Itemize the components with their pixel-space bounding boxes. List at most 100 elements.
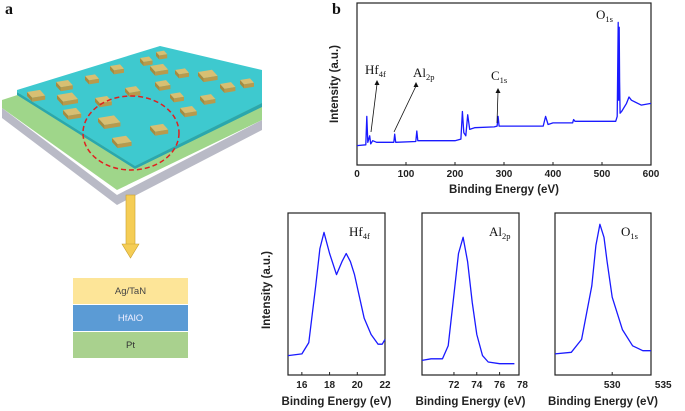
x-axis-label: Binding Energy (eV) [282, 396, 392, 408]
plot-frame [287, 212, 386, 376]
x-axis-label: Binding Energy (eV) [416, 396, 526, 408]
peak-annotation-al: Al2p [413, 65, 435, 82]
pad-top [156, 50, 168, 56]
pad-front [104, 122, 121, 130]
x-tick-label: 78 [517, 380, 529, 391]
pad-side [110, 66, 114, 75]
spectrum-line [554, 223, 651, 355]
annotation-arrowhead-icon [495, 88, 501, 93]
panel-label-b: b [332, 1, 341, 18]
x-tick-label: 400 [545, 169, 562, 180]
pad-top [98, 115, 121, 126]
pad-side [125, 88, 130, 97]
pad-side [95, 98, 100, 108]
pad-top [155, 80, 171, 87]
x-tick-label: 22 [379, 380, 391, 391]
layer-hfalo: HfAlO [73, 305, 188, 331]
x-tick-label: 72 [448, 380, 460, 391]
down-arrow-icon [121, 194, 140, 259]
pad-front [32, 95, 46, 102]
highlight-circle [82, 95, 180, 171]
x-tick-label: 600 [643, 169, 660, 180]
spectrum-line [287, 231, 386, 357]
x-tick-label: 300 [496, 169, 513, 180]
pad-top [175, 68, 189, 75]
pad-side [27, 92, 33, 102]
x-tick-label: 535 [655, 380, 672, 391]
spectrum-line [356, 21, 652, 147]
pad-top [180, 106, 197, 114]
peak-annotation-o: O1s [596, 7, 613, 24]
layer-pt: Pt [73, 332, 188, 358]
pad-side [57, 95, 63, 106]
pad-side [175, 70, 179, 79]
pad-top [198, 69, 218, 79]
pad-side [170, 94, 174, 103]
peak-label: O1s [621, 224, 638, 241]
pad-top [63, 107, 82, 116]
pad-top [170, 92, 184, 99]
annotation-arrowhead-icon [374, 80, 380, 85]
pad-top [240, 78, 254, 85]
pad-top [220, 82, 236, 89]
x-tick-label: 100 [398, 169, 415, 180]
pad-side [156, 52, 160, 60]
pad-top [112, 135, 132, 145]
pad-front [224, 87, 236, 93]
chart-1: 16 18 20 22 Binding Energy (eV) Intensity (a.… [261, 212, 392, 408]
pad-side [56, 82, 61, 92]
chart-0: 0 100 200 300 400 500 600 Binding Energy (eV) In… [329, 2, 660, 196]
device-illustration [2, 46, 262, 259]
pad-top [110, 64, 124, 71]
electrode-pads [27, 50, 254, 149]
base-layer [2, 108, 262, 205]
pad-front [89, 78, 99, 85]
pad-top [85, 74, 99, 81]
hfalo-layer-edge [17, 92, 262, 169]
x-tick-label: 500 [594, 169, 611, 180]
peak-annotation-c: C1s [491, 68, 507, 85]
pad-side [240, 80, 244, 89]
pad-front [143, 60, 153, 66]
pad-top [56, 80, 73, 88]
x-tick-label: 18 [324, 380, 336, 391]
annotation-arrow-line [393, 85, 417, 133]
annotation-arrowhead-icon [413, 82, 419, 87]
chart-3: 530 535 Binding Energy (eV) O1s [548, 212, 672, 408]
x-tick-label: 20 [352, 380, 364, 391]
y-axis-label: Intensity (a.u.) [261, 251, 273, 329]
annotation-arrow-line [496, 91, 499, 124]
x-axis-label: Binding Energy (eV) [449, 184, 559, 196]
pad-top [57, 92, 78, 102]
annotation-arrow-line [370, 83, 378, 133]
pad-front [63, 99, 78, 106]
pad-side [63, 110, 69, 120]
peak-annotation-hf: Hf4f [365, 62, 386, 79]
pad-front [179, 72, 189, 79]
x-tick-label: 200 [447, 169, 464, 180]
x-axis-label: Binding Energy (eV) [548, 396, 658, 408]
y-axis-label: Intensity (a.u.) [329, 45, 341, 123]
spectrum-line [421, 236, 515, 365]
layer-ag-tan: Ag/TaN [73, 278, 188, 304]
pad-front [155, 129, 169, 136]
x-tick-label: 530 [604, 380, 621, 391]
pad-side [220, 84, 225, 93]
peak-label: Hf4f [349, 224, 370, 241]
x-tick-label: 0 [354, 169, 360, 180]
pad-front [68, 113, 82, 120]
pad-front [155, 69, 169, 76]
pad-top [200, 94, 216, 101]
pad-side [198, 72, 204, 83]
pad-top [140, 56, 153, 62]
pad-side [98, 118, 105, 130]
pad-side [85, 76, 89, 85]
pad-front [60, 85, 73, 92]
pad-side [112, 138, 118, 149]
pad-front [203, 75, 218, 83]
pad-top [125, 86, 141, 93]
pad-side [150, 126, 156, 136]
chart-2: 72 74 76 78 Binding Energy (eV) Al2p [416, 212, 529, 408]
pad-top [150, 63, 169, 72]
